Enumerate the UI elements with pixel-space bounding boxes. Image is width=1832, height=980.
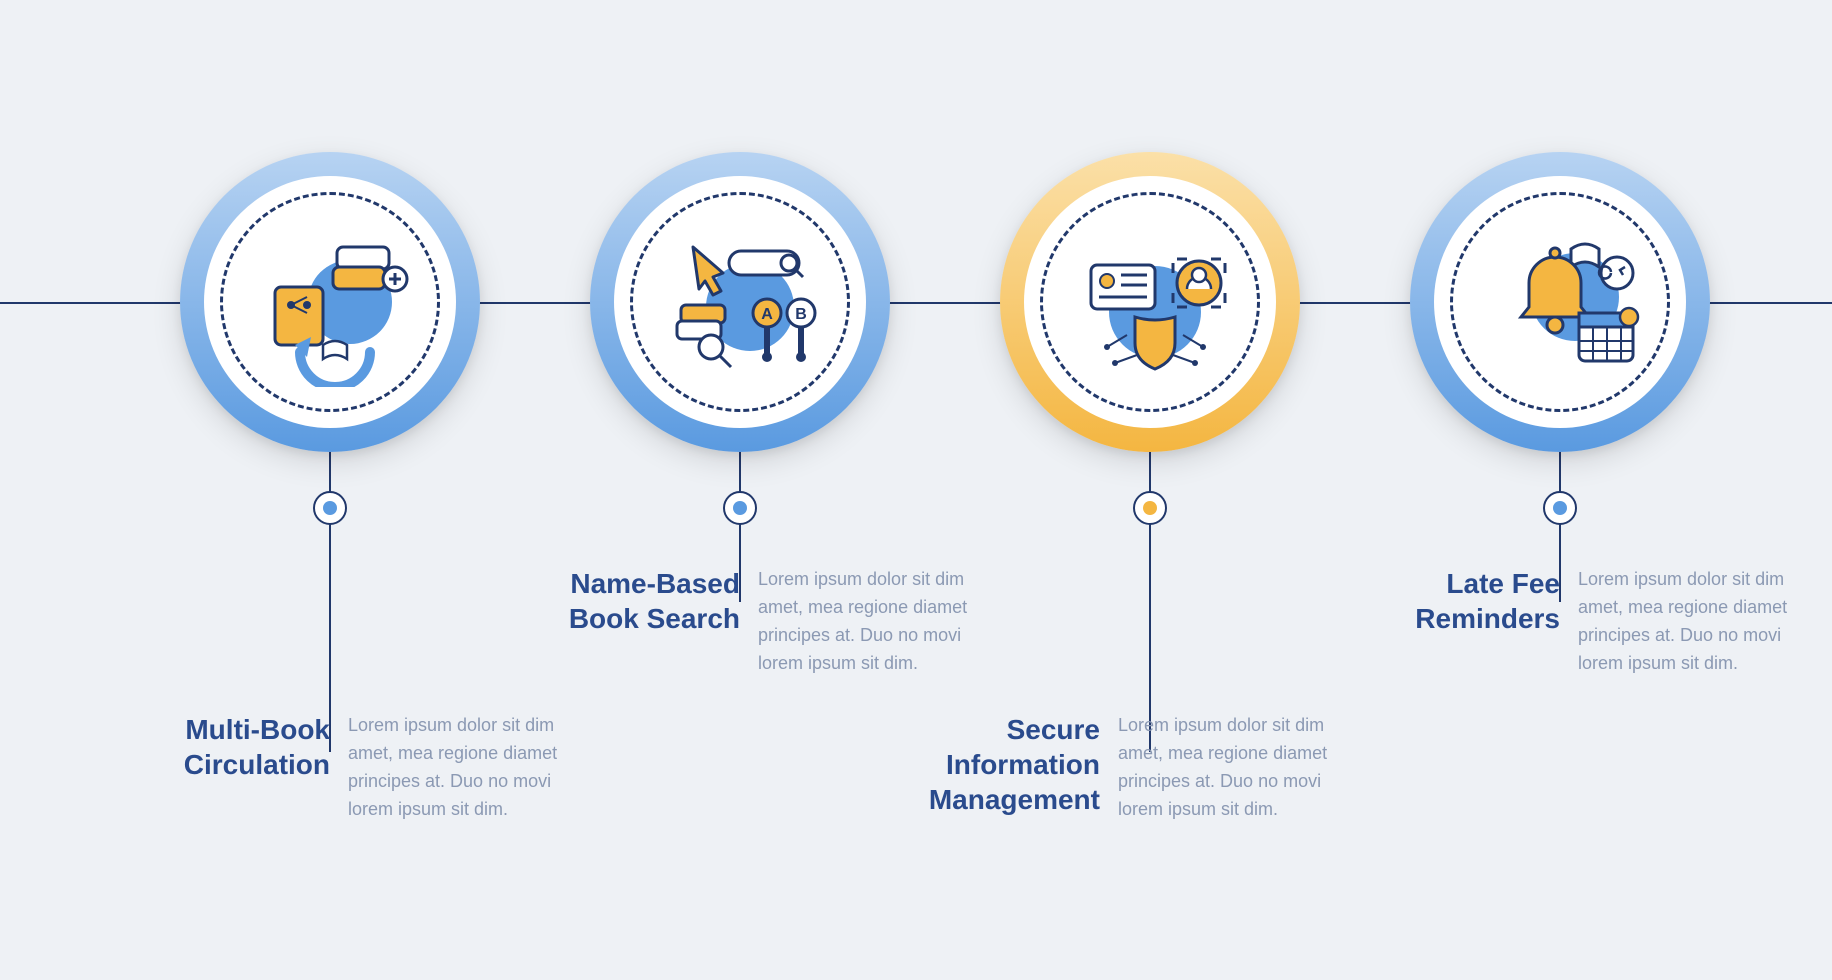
stem-dot-fill bbox=[1143, 501, 1157, 515]
node-inner bbox=[1434, 176, 1686, 428]
node-inner bbox=[1024, 176, 1276, 428]
node-title: Name-Based Book Search bbox=[530, 566, 740, 636]
stem-dot-fill bbox=[733, 501, 747, 515]
infographic-node bbox=[180, 152, 480, 452]
node-inner: A B bbox=[614, 176, 866, 428]
circulation-icon bbox=[204, 176, 456, 428]
secure-icon bbox=[1024, 176, 1276, 428]
infographic-node bbox=[1000, 152, 1300, 452]
node-description: Lorem ipsum dolor sit dim amet, mea regi… bbox=[758, 566, 988, 678]
node-ring bbox=[1000, 152, 1300, 452]
infographic-node bbox=[1410, 152, 1710, 452]
stem-dot bbox=[1133, 491, 1167, 525]
node-text: Late Fee Reminders Lorem ipsum dolor sit … bbox=[1350, 566, 1808, 678]
stem-dot bbox=[313, 491, 347, 525]
infographic-node: A B bbox=[590, 152, 890, 452]
reminder-icon bbox=[1434, 176, 1686, 428]
node-inner bbox=[204, 176, 456, 428]
node-title: Multi-Book Circulation bbox=[120, 712, 330, 782]
node-text: Secure Information ManagementLorem ipsum… bbox=[890, 712, 1348, 824]
node-title: Late Fee Reminders bbox=[1350, 566, 1560, 636]
stem-dot-fill bbox=[323, 501, 337, 515]
search-icon: A B bbox=[614, 176, 866, 428]
node-ring bbox=[180, 152, 480, 452]
node-description: Lorem ipsum dolor sit dim amet, mea regi… bbox=[348, 712, 578, 824]
infographic-canvas: Multi-Book Circulation Lorem ipsum dolor … bbox=[0, 0, 1832, 980]
node-ring bbox=[1410, 152, 1710, 452]
node-text: Multi-Book Circulation Lorem ipsum dolor … bbox=[120, 712, 578, 824]
stem-dot-fill bbox=[1553, 501, 1567, 515]
node-description: Lorem ipsum dolor sit dim amet, mea regi… bbox=[1578, 566, 1808, 678]
svg-text:B: B bbox=[795, 306, 807, 323]
svg-text:A: A bbox=[761, 306, 773, 323]
node-text: Name-Based Book Search Lorem ipsum dolor … bbox=[530, 566, 988, 678]
node-title: Secure Information Management bbox=[890, 712, 1100, 817]
node-description: Lorem ipsum dolor sit dim amet, mea regi… bbox=[1118, 712, 1348, 824]
stem-dot bbox=[1543, 491, 1577, 525]
stem-dot bbox=[723, 491, 757, 525]
node-ring: A B bbox=[590, 152, 890, 452]
